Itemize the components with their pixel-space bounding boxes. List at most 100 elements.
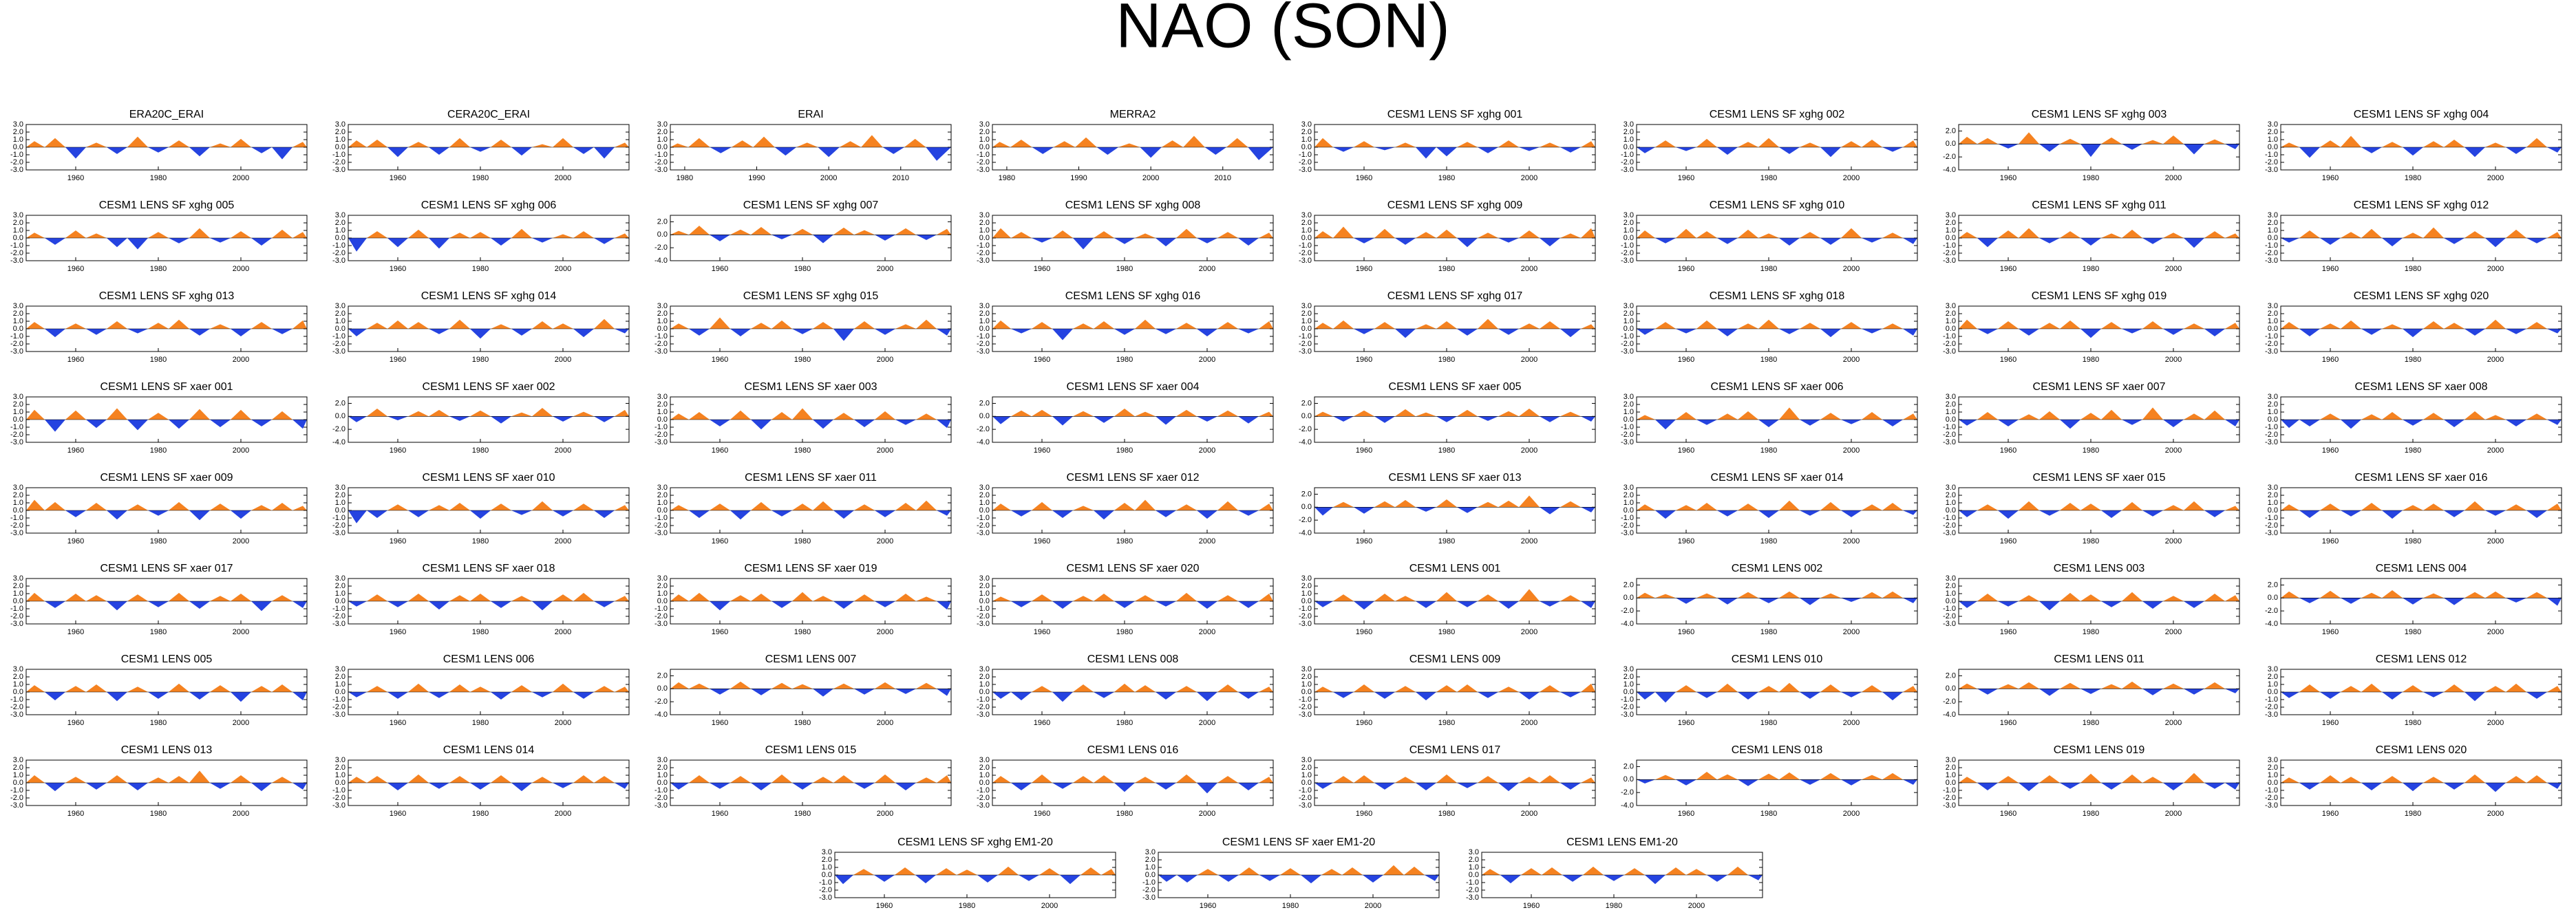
nao-spike <box>2281 777 2299 783</box>
y-tick-label: -1.0 <box>654 332 668 340</box>
y-tick-label: -2.0 <box>10 612 23 620</box>
nao-spike <box>2142 777 2163 783</box>
nao-spike <box>573 329 594 338</box>
y-tick-label: 1.0 <box>979 499 990 507</box>
x-tick-label: 2000 <box>555 719 571 727</box>
nao-spike <box>895 689 916 694</box>
y-tick-label: -3.0 <box>1621 529 1634 537</box>
y-tick-label: 2.0 <box>1624 673 1634 681</box>
y-tick-label: -3.0 <box>332 529 345 537</box>
y-tick-label: -1.0 <box>977 514 990 522</box>
nao-spike <box>2320 504 2341 510</box>
nao-spike <box>292 506 307 510</box>
nao-spike <box>751 689 771 695</box>
y-tick-label: 2.0 <box>979 491 990 499</box>
y-tick-label: -1.0 <box>10 332 23 340</box>
y-tick-label: 0.0 <box>1624 506 1634 515</box>
nao-spike <box>1655 238 1676 244</box>
nao-spike <box>904 138 926 147</box>
nao-spike <box>1436 321 1457 329</box>
y-tick-label: 1.0 <box>1946 408 1956 416</box>
nao-spike <box>2184 501 2204 510</box>
nao-spike <box>1011 692 1032 701</box>
nao-spike <box>169 420 189 429</box>
panel-title: CESM1 LENS 010 <box>1732 653 1823 665</box>
nao-spike <box>26 233 45 238</box>
plot-frame <box>1314 487 1596 534</box>
x-tick-label: 2000 <box>2165 719 2182 727</box>
x-tick-label: 1980 <box>472 719 489 727</box>
nao-spike <box>2225 506 2239 510</box>
nao-spike <box>2299 783 2320 790</box>
nao-spike <box>1637 415 1655 420</box>
nao-spike <box>861 135 883 147</box>
nao-spike <box>470 329 491 339</box>
nao-spike <box>367 686 387 692</box>
nao-spike <box>2341 598 2361 604</box>
nao-spike <box>670 594 689 601</box>
y-tick-label: -3.0 <box>10 347 23 356</box>
nao-spike <box>1032 686 1052 692</box>
nao-spike <box>895 594 916 601</box>
nao-spike <box>1096 147 1119 155</box>
y-tick-label: 2.0 <box>1301 128 1312 136</box>
panel-title: CESM1 LENS SF xaer 001 <box>100 381 233 393</box>
nao-spike <box>429 601 449 610</box>
nao-spike <box>2382 692 2403 700</box>
y-tick-label: 3.0 <box>657 484 668 492</box>
y-tick-label: -2.0 <box>10 340 23 348</box>
nao-spike <box>1416 232 1436 238</box>
nao-spike <box>2465 231 2485 238</box>
nao-spike <box>916 777 937 783</box>
nao-spike <box>251 505 272 510</box>
nao-spike <box>1333 501 1354 508</box>
nao-spike <box>2204 510 2225 517</box>
x-tick-label: 1960 <box>390 446 406 455</box>
nao-spike <box>2019 595 2039 601</box>
nao-spike <box>1779 147 1800 154</box>
y-tick-label: 3.0 <box>2268 120 2278 129</box>
nao-spike <box>833 601 854 609</box>
nao-spike <box>710 783 730 789</box>
x-tick-label: 1960 <box>2322 810 2339 818</box>
x-tick-label: 1960 <box>390 537 406 545</box>
nao-spike <box>2526 238 2547 244</box>
y-tick-label: -1.0 <box>1621 332 1634 340</box>
nao-spike <box>2361 228 2382 238</box>
nao-spike <box>272 595 292 601</box>
nao-spike <box>1498 411 1519 417</box>
y-tick-label: -1.0 <box>977 332 990 340</box>
panel: CESM1 LENS SF xghg 0113.02.01.00.0-1.0-2… <box>1943 199 2240 273</box>
y-tick-label: 2.0 <box>979 128 990 136</box>
y-tick-label: -3.0 <box>1621 711 1634 719</box>
nao-spike <box>1114 238 1135 244</box>
nao-spike <box>1903 686 1917 692</box>
nao-spike <box>2101 233 2122 238</box>
y-tick-label: 2.0 <box>657 764 668 772</box>
nao-spike <box>2184 772 2204 783</box>
nao-spike <box>1498 238 1519 243</box>
x-tick-label: 1960 <box>1678 810 1694 818</box>
y-tick-label: -2.0 <box>2265 431 2278 439</box>
nao-spike <box>1959 601 1977 608</box>
panel-title: CESM1 LENS 020 <box>2376 744 2467 756</box>
x-tick-label: 1960 <box>1678 265 1694 273</box>
nao-spike <box>272 503 292 510</box>
nao-spike <box>1259 875 1280 881</box>
nao-spike <box>2382 142 2403 147</box>
y-tick-label: 2.0 <box>1946 582 1956 590</box>
y-tick-label: 3.0 <box>1946 484 1956 492</box>
panel: CESM1 LENS SF xaer 0033.02.01.00.0-1.0-2… <box>654 381 952 455</box>
y-tick-label: 1.0 <box>1624 408 1634 416</box>
panel-title: CESM1 LENS SF xghg 011 <box>2032 199 2166 211</box>
nao-spike <box>1903 238 1917 244</box>
nao-spike <box>792 592 813 601</box>
nao-spike <box>2019 132 2039 144</box>
nao-spike <box>1540 416 1560 422</box>
y-tick-label: 3.0 <box>657 393 668 401</box>
nao-spike <box>408 774 429 783</box>
nao-spike <box>251 686 272 692</box>
plot-frame <box>1636 759 1918 806</box>
nao-spike <box>1457 783 1478 788</box>
nao-spike <box>1998 420 2019 426</box>
